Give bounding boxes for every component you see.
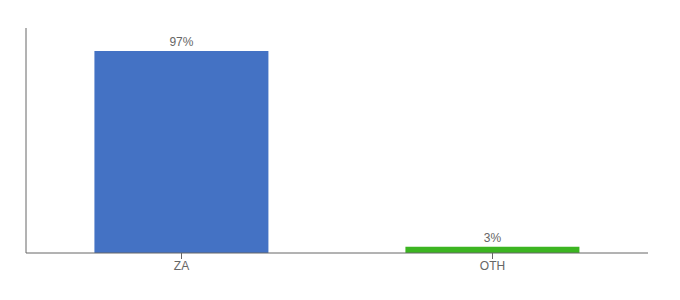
svg-text:ZA: ZA [174,259,189,273]
svg-text:OTH: OTH [480,259,505,273]
svg-text:3%: 3% [484,231,502,245]
svg-text:97%: 97% [169,35,193,49]
